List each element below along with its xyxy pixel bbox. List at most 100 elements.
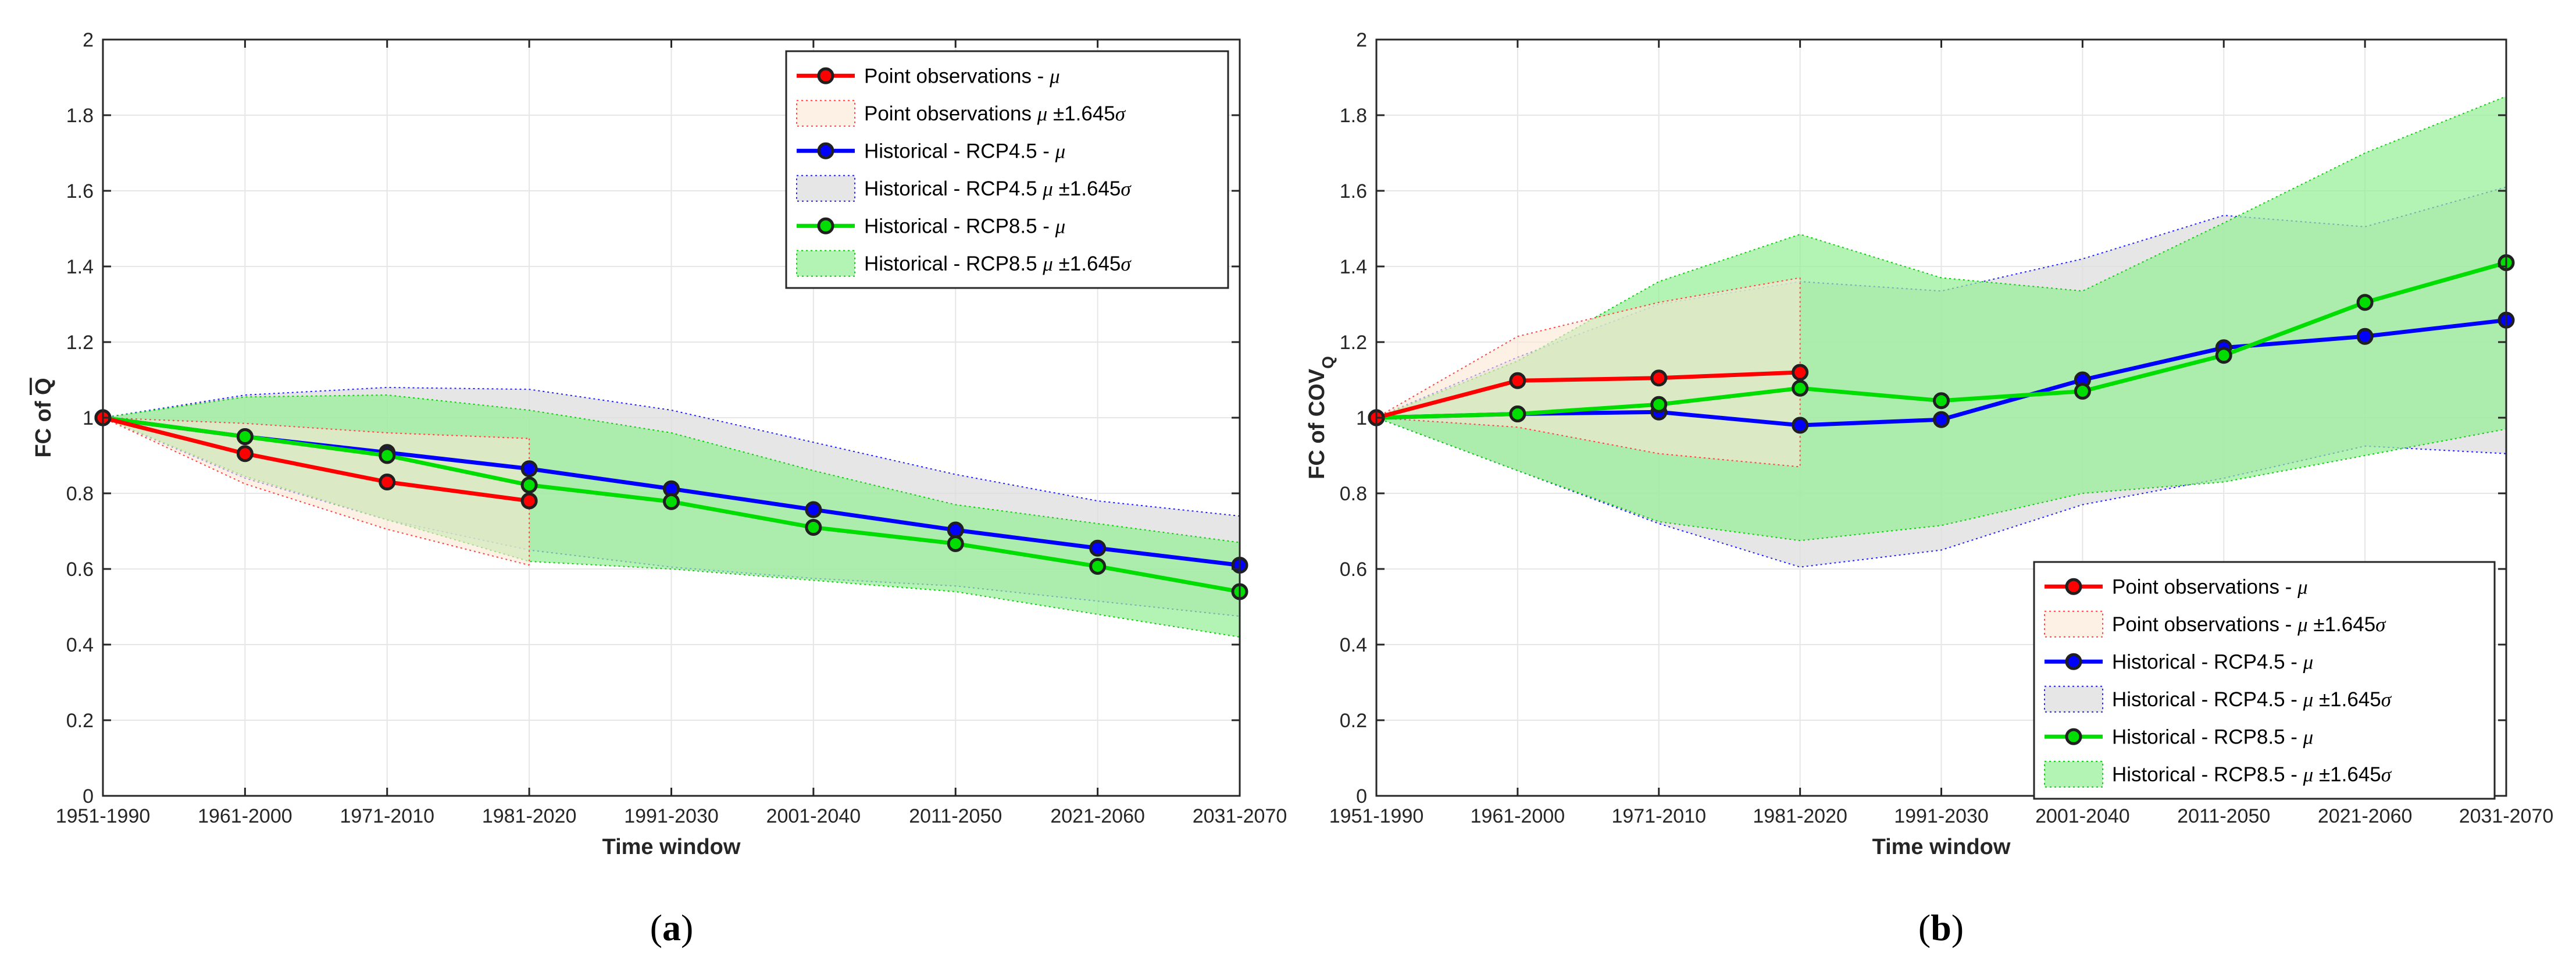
y-axis-title: FC of Q — [31, 378, 56, 457]
legend-label: Point observations - μ — [2112, 575, 2308, 598]
band-upper-edge-rcp45 — [102, 386, 1240, 517]
y-tick-label: 0.6 — [1340, 558, 1367, 581]
data-point-rcp85 — [1792, 379, 1809, 397]
data-point-rcp45 — [1792, 417, 1809, 434]
x-tick-label: 2011-2050 — [2177, 805, 2270, 827]
band-upper-edge-point — [102, 417, 530, 439]
y-tick-label: 1.6 — [1340, 180, 1367, 202]
y-tick-label: 1.6 — [66, 180, 94, 202]
y-tick-label: 0.4 — [1340, 634, 1367, 656]
band-lower-edge-rcp85 — [1376, 417, 2507, 542]
x-tick-label: 1971-2010 — [1611, 805, 1706, 827]
x-tick-label: 1991-2030 — [624, 805, 719, 827]
legend-label: Point observations μ ±1.645σ — [864, 102, 1126, 125]
legend-marker-point — [2065, 578, 2082, 595]
legend-marker-rcp85 — [2065, 728, 2082, 745]
data-point-rcp85 — [947, 535, 964, 552]
legend-patch-point — [2044, 610, 2103, 638]
data-point-rcp85 — [520, 476, 538, 494]
legend-label: Historical - RCP8.5 - μ — [864, 215, 1065, 237]
y-tick-label: 1.8 — [66, 105, 94, 127]
legend-marker-rcp45 — [817, 142, 834, 159]
data-point-rcp45 — [1089, 539, 1107, 557]
x-axis-title: Time window — [602, 835, 741, 859]
band-point — [1376, 278, 1800, 467]
x-tick-label: 2001-2040 — [2035, 805, 2130, 827]
series-line-point — [1376, 370, 1800, 420]
legend-patch-rcp85 — [2044, 760, 2103, 788]
data-point-rcp85 — [236, 428, 254, 445]
series-line-point — [102, 415, 530, 503]
data-point-rcp85 — [805, 519, 822, 536]
data-point-rcp85 — [2215, 347, 2232, 364]
data-point-point — [379, 474, 396, 490]
data-point-point — [1509, 372, 1526, 389]
band-lower-edge-rcp85 — [102, 417, 1240, 638]
y-tick-label: 0.2 — [66, 710, 94, 732]
data-point-rcp85 — [379, 447, 396, 464]
x-tick-label: 1981-2020 — [1753, 805, 1847, 827]
y-tick-label: 0 — [1356, 785, 1367, 807]
legend-label: Historical - RCP4.5 - μ ±1.645σ — [2112, 688, 2392, 711]
legend-marker-rcp45 — [2065, 653, 2082, 670]
y-tick-label: 0.2 — [1340, 710, 1367, 732]
x-tick-label: 2031-2070 — [2459, 805, 2554, 827]
legend-label: Historical - RCP8.5 - μ — [2112, 725, 2313, 748]
legend: Point observations - μ Point observations… — [785, 50, 1229, 289]
legend-marker-rcp85 — [817, 217, 834, 234]
legend-label: Point observations - μ — [864, 65, 1060, 87]
data-point-rcp45 — [2356, 328, 2374, 345]
y-tick-label: 1.2 — [66, 332, 94, 354]
data-point-rcp85 — [1650, 396, 1668, 413]
data-point-rcp85 — [1089, 557, 1107, 575]
legend-patch-rcp45 — [796, 175, 855, 202]
panel-label-a: (a) — [650, 907, 694, 948]
data-point-rcp85 — [1933, 392, 1950, 410]
x-tick-label: 1961-2000 — [198, 805, 292, 827]
panel-label-b: (b) — [1918, 907, 1964, 948]
y-tick-label: 1.8 — [1340, 105, 1367, 127]
data-point-rcp85 — [1509, 405, 1526, 422]
y-tick-label: 0.4 — [66, 634, 94, 656]
x-tick-label: 1991-2030 — [1894, 805, 1989, 827]
x-tick-label: 1951-1990 — [1329, 805, 1424, 827]
y-tick-label: 0.8 — [1340, 483, 1367, 505]
data-point-rcp45 — [1933, 411, 1950, 428]
x-tick-label: 1981-2020 — [482, 805, 577, 827]
y-tick-label: 0 — [83, 785, 94, 807]
legend-label: Historical - RCP8.5 μ ±1.645σ — [864, 252, 1132, 275]
data-point-rcp85 — [2074, 383, 2091, 400]
x-tick-label: 2001-2040 — [766, 805, 861, 827]
legend-label: Point observations - μ ±1.645σ — [2112, 613, 2386, 636]
legend-patch-rcp85 — [796, 250, 855, 277]
legend-patch-rcp45 — [2044, 685, 2103, 713]
legend-label: Historical - RCP4.5 - μ — [2112, 650, 2313, 673]
legend-label: Historical - RCP4.5 μ ±1.645σ — [864, 177, 1132, 200]
x-axis-title: Time window — [1872, 835, 2011, 859]
y-tick-label: 2 — [83, 29, 94, 51]
y-tick-label: 1.4 — [66, 256, 94, 278]
band-lower-edge-point — [1376, 417, 1800, 468]
y-axis-title: FC of COVQ — [1305, 356, 1337, 479]
data-point-point — [520, 492, 538, 510]
legend-box — [2033, 561, 2496, 800]
band-lower-edge-rcp45 — [1376, 417, 2507, 568]
y-tick-label: 1 — [83, 407, 94, 429]
x-tick-label: 2011-2050 — [909, 805, 1002, 827]
x-tick-label: 1971-2010 — [340, 805, 434, 827]
x-tick-label: 2021-2060 — [2318, 805, 2413, 827]
data-point-point — [236, 445, 254, 463]
y-tick-label: 1.2 — [1340, 332, 1367, 354]
chart-panel-b: 0 0.2 0.4 0.6 0.8 1 1.2 1.4 1.6 1.8 2 1951-1990 1961… — [1305, 29, 2553, 859]
x-tick-label: 1961-2000 — [1471, 805, 1565, 827]
legend: Point observations - μ Point observations… — [2033, 561, 2496, 800]
data-point-point — [1792, 364, 1809, 381]
data-point-rcp85 — [2356, 294, 2374, 311]
chart-panel-a: 0 0.2 0.4 0.6 0.8 1 1.2 1.4 1.6 1.8 2 1951-1990 1961… — [31, 29, 1287, 859]
data-point-rcp45 — [947, 521, 964, 539]
legend-box — [785, 50, 1229, 289]
y-tick-label: 1.4 — [1340, 256, 1367, 278]
y-tick-label: 1 — [1356, 407, 1367, 429]
x-tick-label: 2031-2070 — [1193, 805, 1287, 827]
